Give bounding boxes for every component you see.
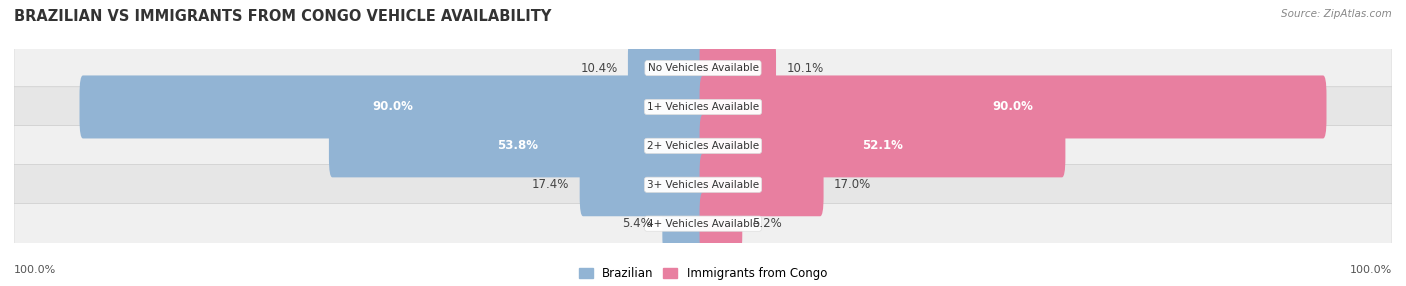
- Text: 100.0%: 100.0%: [14, 265, 56, 275]
- Text: Source: ZipAtlas.com: Source: ZipAtlas.com: [1281, 9, 1392, 19]
- Text: 53.8%: 53.8%: [498, 139, 538, 152]
- Text: 90.0%: 90.0%: [993, 100, 1033, 114]
- FancyBboxPatch shape: [700, 114, 1066, 177]
- Text: 3+ Vehicles Available: 3+ Vehicles Available: [647, 180, 759, 190]
- Text: 90.0%: 90.0%: [373, 100, 413, 114]
- FancyBboxPatch shape: [579, 153, 706, 216]
- FancyBboxPatch shape: [80, 76, 706, 138]
- FancyBboxPatch shape: [700, 76, 1326, 138]
- Text: 52.1%: 52.1%: [862, 139, 903, 152]
- Text: 1+ Vehicles Available: 1+ Vehicles Available: [647, 102, 759, 112]
- FancyBboxPatch shape: [14, 87, 1392, 127]
- FancyBboxPatch shape: [700, 192, 742, 255]
- Text: 2+ Vehicles Available: 2+ Vehicles Available: [647, 141, 759, 151]
- Text: 5.2%: 5.2%: [752, 217, 782, 230]
- FancyBboxPatch shape: [14, 203, 1392, 244]
- FancyBboxPatch shape: [14, 126, 1392, 166]
- Text: 17.0%: 17.0%: [834, 178, 872, 191]
- FancyBboxPatch shape: [700, 37, 776, 100]
- Legend: Brazilian, Immigrants from Congo: Brazilian, Immigrants from Congo: [579, 267, 827, 280]
- Text: BRAZILIAN VS IMMIGRANTS FROM CONGO VEHICLE AVAILABILITY: BRAZILIAN VS IMMIGRANTS FROM CONGO VEHIC…: [14, 9, 551, 23]
- Text: 17.4%: 17.4%: [531, 178, 569, 191]
- FancyBboxPatch shape: [662, 192, 706, 255]
- FancyBboxPatch shape: [700, 153, 824, 216]
- Text: 4+ Vehicles Available: 4+ Vehicles Available: [647, 219, 759, 229]
- Text: No Vehicles Available: No Vehicles Available: [648, 63, 758, 73]
- FancyBboxPatch shape: [329, 114, 706, 177]
- Text: 5.4%: 5.4%: [623, 217, 652, 230]
- Text: 10.4%: 10.4%: [581, 61, 617, 75]
- Text: 10.1%: 10.1%: [786, 61, 824, 75]
- FancyBboxPatch shape: [14, 164, 1392, 205]
- Text: 100.0%: 100.0%: [1350, 265, 1392, 275]
- FancyBboxPatch shape: [628, 37, 706, 100]
- FancyBboxPatch shape: [14, 48, 1392, 88]
